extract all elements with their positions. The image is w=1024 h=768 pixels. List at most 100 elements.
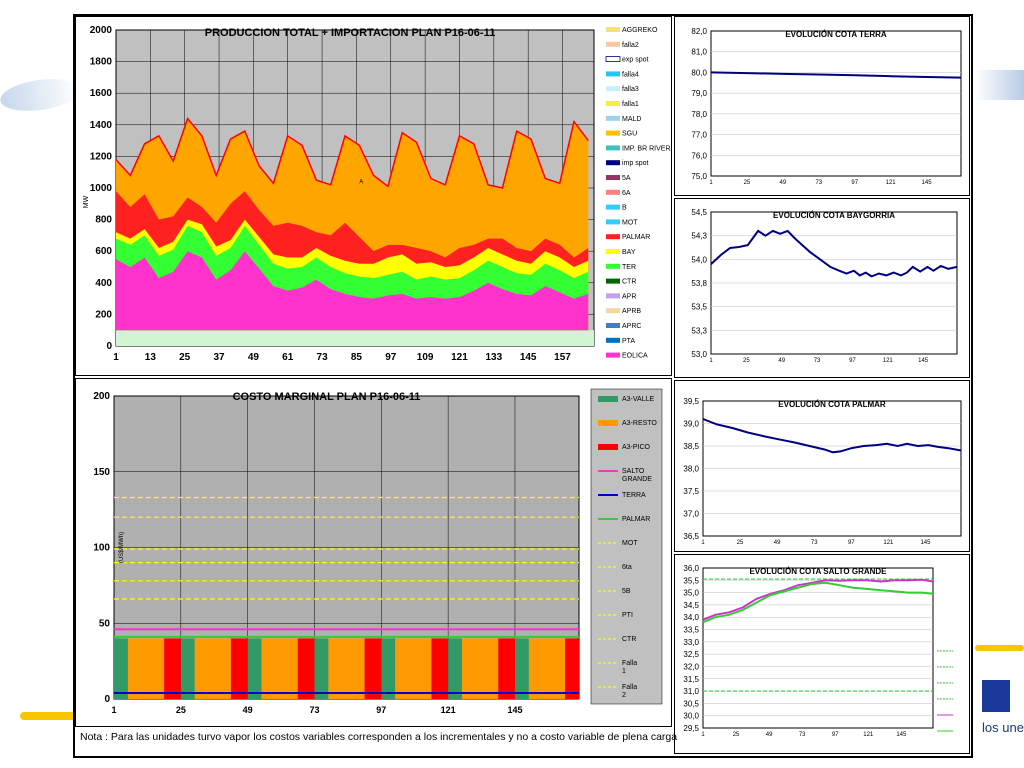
bar-a3-resto — [127, 638, 165, 699]
x-tick-label: 121 — [863, 732, 874, 738]
series-line-green — [702, 581, 934, 624]
x-tick-label: 49 — [248, 352, 260, 363]
x-tick-label: 133 — [485, 352, 502, 363]
x-tick-label: 97 — [376, 705, 386, 715]
x-tick-label: 1 — [113, 352, 119, 363]
x-tick-label: 25 — [176, 705, 186, 715]
y-tick-label: 100 — [93, 543, 110, 554]
legend-label: imp spot — [622, 160, 649, 167]
x-tick-label: 145 — [896, 732, 907, 738]
series-line-palmar — [702, 418, 962, 454]
y-tick-label: 77,0 — [691, 131, 707, 140]
legend: AGGREKO falla2 exp spot falla4 falla3 falla1 M… — [596, 27, 675, 370]
legend-label: APRC — [622, 323, 641, 330]
y-tick-label: 50 — [99, 618, 111, 629]
y-tick-label: 200 — [95, 309, 112, 320]
brand-logo-mark — [982, 680, 1010, 712]
legend-label: 6A — [622, 190, 631, 197]
terra-chart: 75,0 76,0 77,0 78,0 79,0 80,0 81,0 82,0 1 25 49 73 9… — [691, 27, 962, 186]
x-tick-label: 49 — [243, 705, 253, 715]
legend-label: CTR — [622, 279, 636, 286]
legend-label: BAY — [622, 249, 636, 256]
decor-yellow-band-right — [975, 645, 1024, 651]
y-tick-label: 30,5 — [683, 699, 699, 708]
legend-swatch-17 — [606, 278, 620, 284]
legend-label: falla2 — [622, 42, 639, 49]
y-tick-label: 36,0 — [683, 564, 699, 573]
x-tick-label: 97 — [851, 180, 858, 186]
x-tick-label: 25 — [733, 732, 740, 738]
legend-label: IMP. BR RIVERA — [622, 145, 671, 152]
chart-title: EVOLUCIÓN COTA PALMAR — [778, 400, 886, 409]
legend-label: EOLICA — [622, 353, 648, 360]
y-tick-label: 34,0 — [683, 613, 699, 622]
bar-a3-valle — [114, 638, 128, 699]
legend-label: MALD — [622, 116, 641, 123]
y-tick-label: 36,5 — [683, 532, 699, 541]
x-tick-label: 73 — [799, 732, 806, 738]
x-tick-label: 37 — [213, 352, 225, 363]
legend-swatch-14 — [606, 234, 620, 240]
bar-a3-valle — [180, 638, 195, 699]
series-line-magenta — [702, 578, 934, 621]
plot-area — [710, 30, 962, 177]
legend-label: falla4 — [622, 71, 639, 78]
marginal-cost-chart: 0 50 100 150 200 1 25 49 73 97 121 145 COSTO MARGINA… — [93, 388, 663, 715]
baygorria-panel: 53,0 53,3 53,5 53,8 54,0 54,3 54,5 1 25 49 73 97 121… — [674, 198, 970, 378]
y-tick-label: 82,0 — [691, 27, 707, 36]
legend-label: SALTO — [622, 468, 645, 475]
decor-yellow-band — [20, 712, 80, 720]
legend-swatch-10 — [606, 175, 620, 180]
x-tick-label: 97 — [848, 540, 855, 546]
y-tick-label: 2000 — [90, 25, 113, 36]
y-tick-label: 150 — [93, 467, 110, 478]
legend-label: 2 — [622, 692, 626, 699]
legend-label: APRB — [622, 308, 641, 315]
y-tick-label: 76,0 — [691, 151, 707, 160]
y-tick-label: 33,5 — [683, 626, 699, 635]
bar-a3-valle — [514, 638, 529, 699]
legend-swatch-3 — [606, 71, 620, 77]
base-band — [116, 330, 594, 346]
legend-label: B — [622, 205, 627, 212]
y-tick-label: 53,8 — [691, 279, 707, 288]
bar-a3-resto — [261, 638, 298, 699]
x-tick-label: 121 — [883, 358, 894, 364]
x-tick-label: 61 — [282, 352, 294, 363]
y-tick-label: 32,0 — [683, 662, 699, 671]
legend-label: SGU — [622, 131, 637, 138]
legend-swatch-21 — [606, 337, 620, 343]
y-tick-label: 79,0 — [691, 89, 707, 98]
bar-a3-pico — [297, 638, 315, 699]
legend-swatch-0 — [606, 27, 620, 32]
legend-label: Falla — [622, 660, 637, 667]
y-tick-label: 800 — [95, 215, 112, 226]
salto-grande-chart: 29,5 30,0 30,5 31,0 31,5 32,0 32,5 33,0 33,5 34,0… — [683, 564, 953, 738]
bar-a3-pico — [431, 638, 449, 699]
bar-a3-valle — [448, 638, 463, 699]
legend-label: PALMAR — [622, 516, 650, 523]
legend-bg — [596, 27, 674, 370]
x-tick-label: 1 — [111, 705, 116, 715]
legend-swatch-2 — [598, 444, 618, 450]
legend-label: MOT — [622, 540, 638, 547]
chart-title: EVOLUCIÓN COTA BAYGORRIA — [773, 211, 895, 220]
x-tick-label: 49 — [780, 180, 787, 186]
bar-a3-valle — [381, 638, 396, 699]
y-tick-label: 32,5 — [683, 650, 699, 659]
legend-swatch-12 — [606, 204, 620, 210]
x-tick-label: 49 — [766, 732, 773, 738]
x-tick-label: 25 — [743, 358, 750, 364]
legend-swatch-18 — [606, 293, 620, 299]
y-tick-label: 30,0 — [683, 712, 699, 721]
legend-label: exp spot — [622, 57, 649, 64]
y-tick-label: 34,5 — [683, 601, 699, 610]
bar-a3-resto — [194, 638, 231, 699]
baygorria-chart: 53,0 53,3 53,5 53,8 54,0 54,3 54,5 1 25 49 73 97 121… — [691, 208, 958, 364]
legend-label: MOT — [622, 219, 638, 226]
y-tick-label: 400 — [95, 278, 112, 289]
annotation: A — [359, 179, 363, 185]
bar-a3-resto — [395, 638, 432, 699]
y-tick-label: 53,5 — [691, 303, 707, 312]
legend-label: AGGREKO — [622, 27, 658, 34]
